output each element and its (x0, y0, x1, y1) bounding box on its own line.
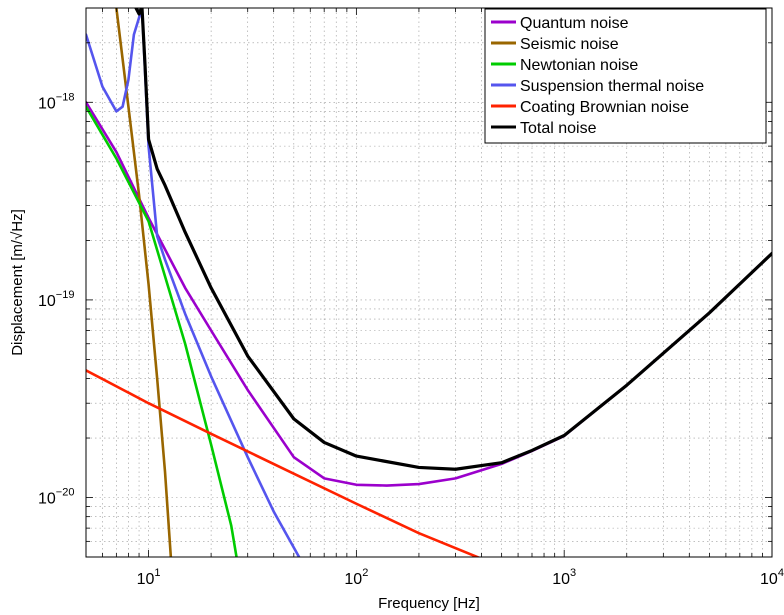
x-axis-label: Frequency [Hz] (378, 595, 480, 612)
series-line-total-noise (134, 8, 772, 471)
y-axis-label: Displacement [m/√Hz] (9, 209, 26, 356)
legend-label-suspension-thermal-noise: Suspension thermal noise (520, 78, 704, 95)
series-group (86, 8, 772, 557)
x-tick-label: 101 (137, 567, 161, 588)
y-tick-label: 10−18 (38, 91, 74, 112)
x-tick-label: 102 (344, 567, 368, 588)
y-tick-label: 10−19 (38, 289, 74, 310)
plot-frame (85, 7, 773, 558)
series-line-quantum-noise (86, 100, 772, 487)
legend-label-quantum-noise: Quantum noise (520, 15, 629, 32)
legend-label-newtonian-noise: Newtonian noise (520, 57, 638, 74)
y-tick-labels: 10−20 10−19 10−18 (38, 91, 74, 507)
legend-label-seismic-noise: Seismic noise (520, 36, 619, 53)
legend-label-total-noise: Total noise (520, 120, 597, 137)
series-line-seismic-noise (115, 8, 173, 557)
y-tick-label: 10−20 (38, 487, 74, 508)
series-line-newtonian-noise (86, 105, 238, 557)
series-line-coating-brownian-noise (86, 369, 481, 557)
x-tick-labels: 101 102 103 104 (137, 567, 784, 588)
x-tick-label: 104 (760, 567, 784, 588)
x-tick-label: 103 (552, 567, 576, 588)
legend-box (484, 8, 767, 144)
legend-label-coating-brownian-noise: Coating Brownian noise (520, 99, 689, 116)
series-line-suspension-thermal-noise (86, 8, 301, 557)
legend: Quantum noise Seismic noise Newtonian nois… (484, 8, 767, 144)
